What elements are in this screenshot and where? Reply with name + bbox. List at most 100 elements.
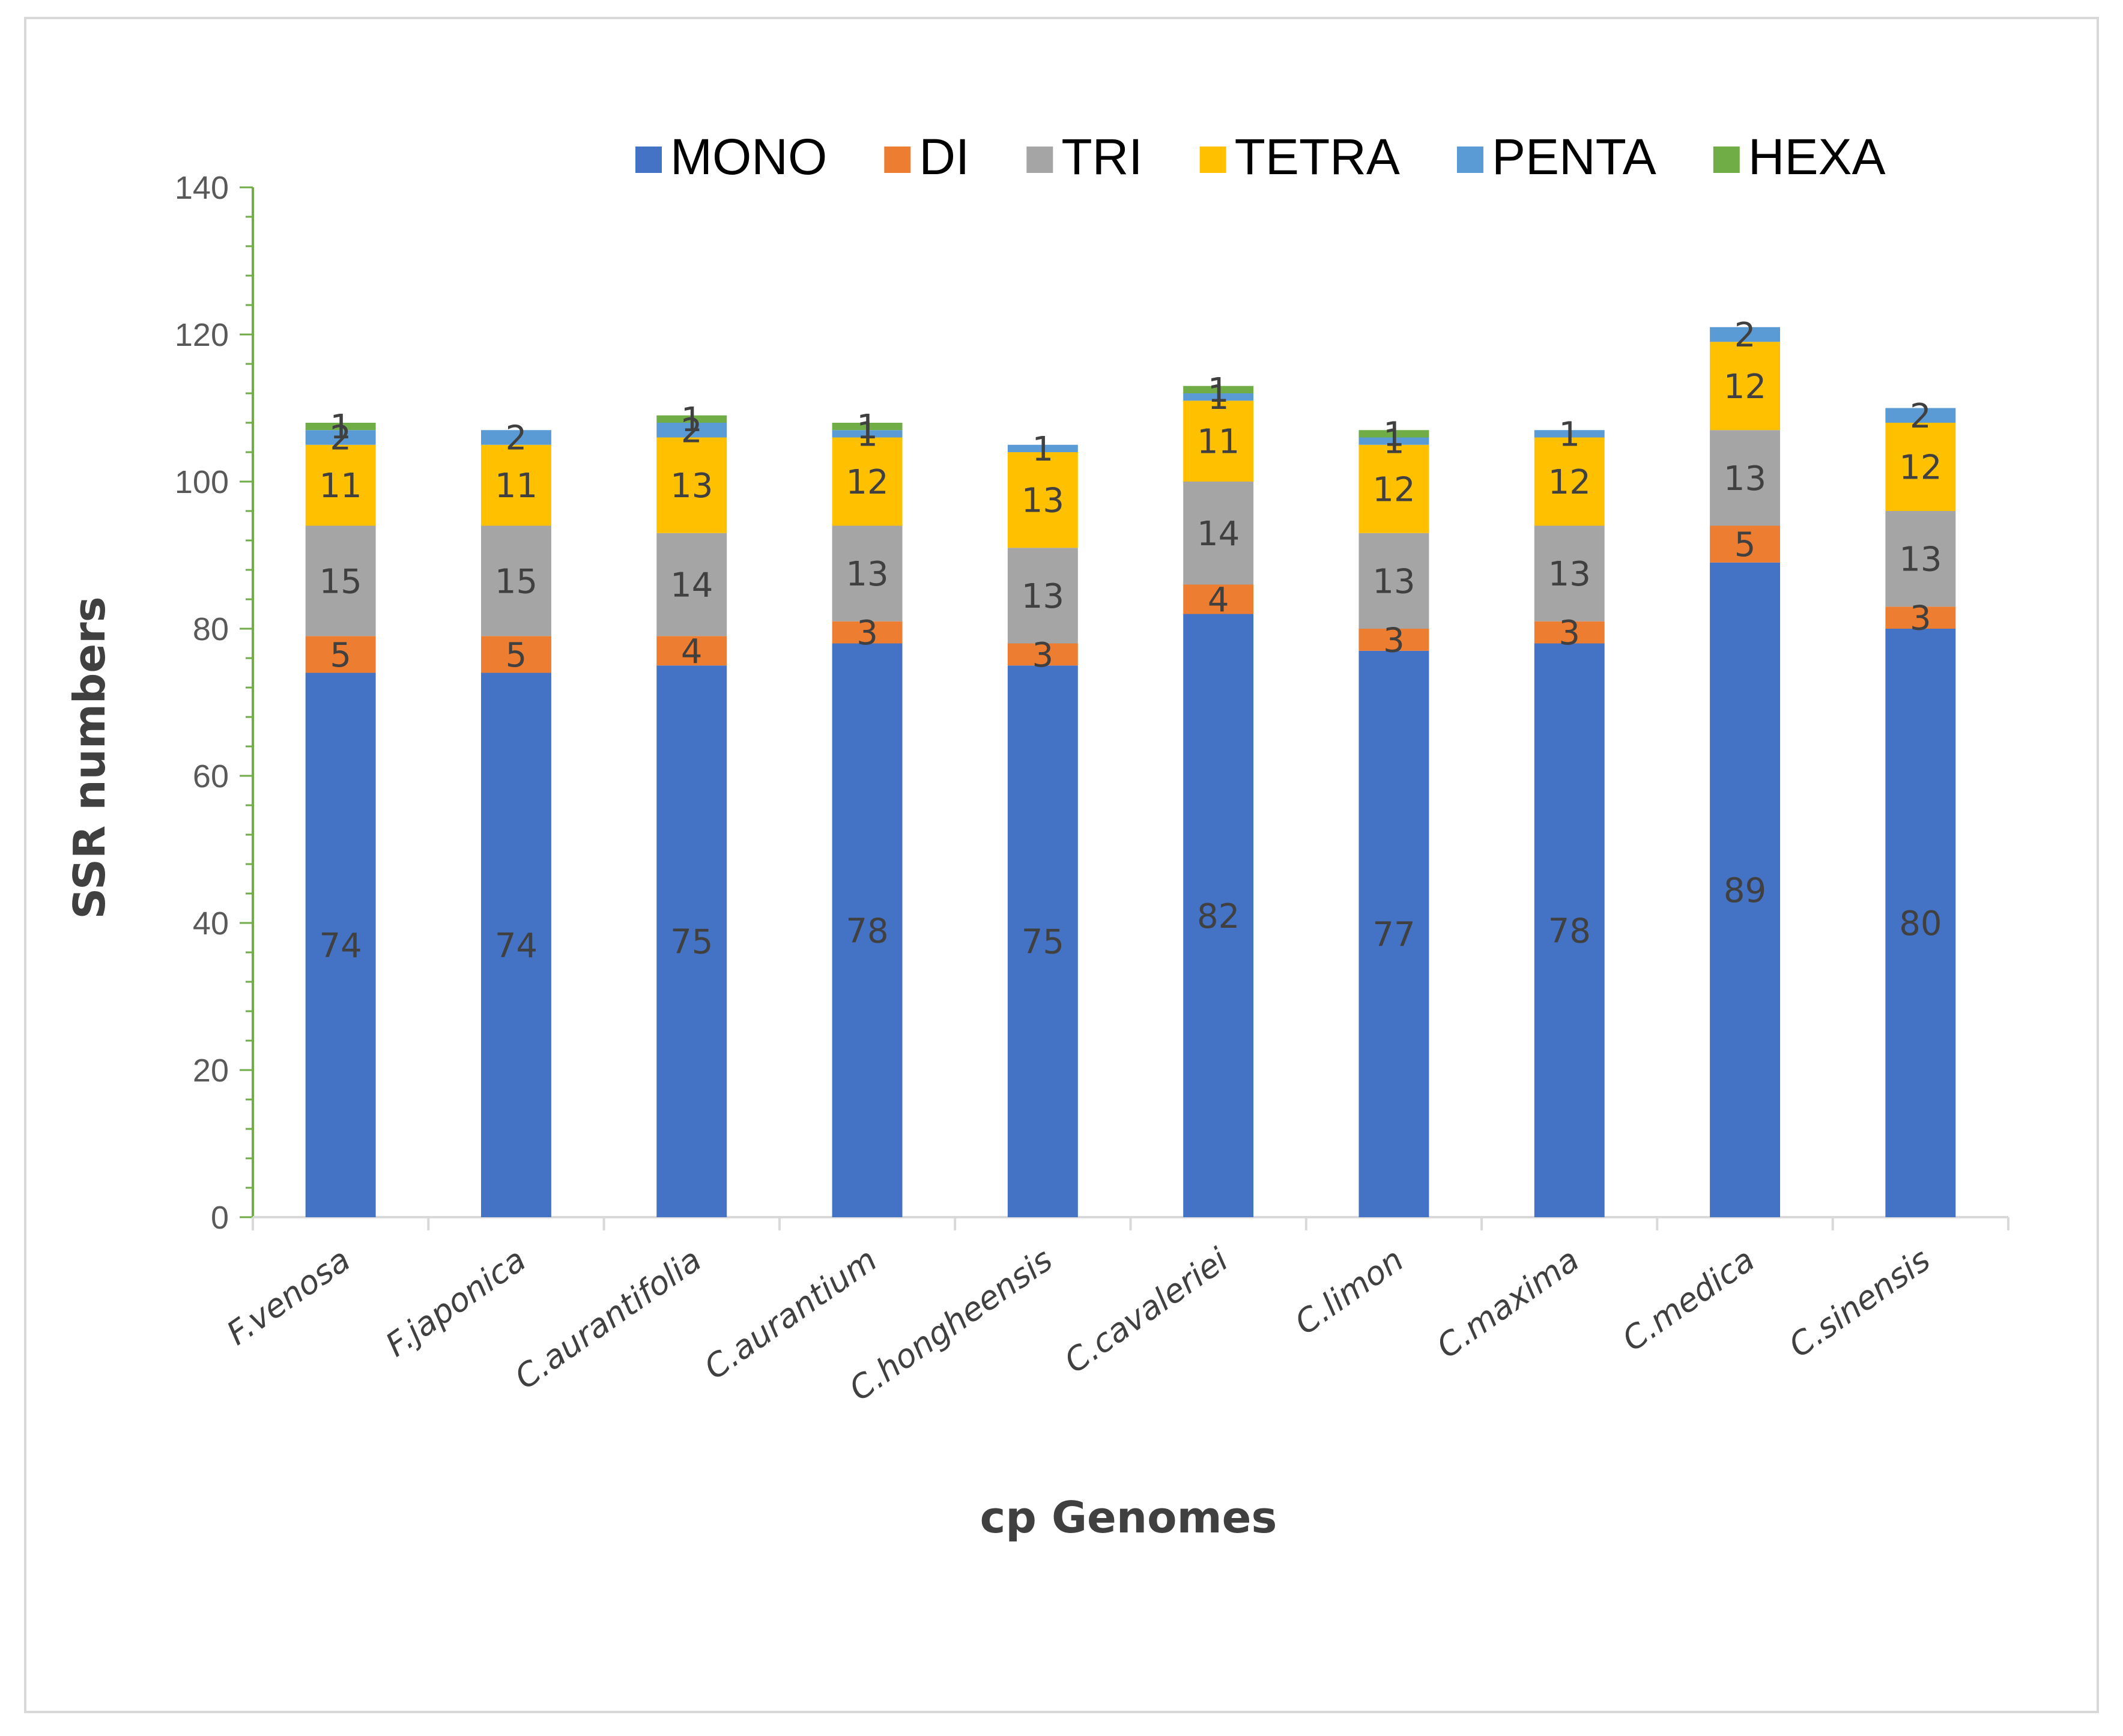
data-label-mono: 77 [1372,915,1415,954]
data-label-tetra: 11 [320,467,362,506]
bar-segment-tetra [480,444,551,526]
bar-segment-tri [480,525,551,637]
data-label-penta: 1 [856,415,878,454]
data-label-tri: 14 [670,566,713,605]
y-axis-title: SSR numbers [64,596,115,919]
y-tick-label: 100 [175,464,229,500]
x-category-label: C.sinensis [1782,1241,1937,1365]
bar-segment-di [1007,643,1078,666]
data-label-hexa: 1 [681,401,703,440]
data-label-di: 4 [1208,581,1229,620]
x-category-label: C.medica [1616,1241,1761,1359]
data-label-penta: 2 [681,411,703,450]
data-label-mono: 80 [1899,904,1942,943]
bar-segment-di [1534,621,1605,644]
bar-segment-di [480,636,551,673]
bar-segment-di [1358,629,1429,651]
data-label-tri: 13 [1899,540,1942,579]
data-label-mono: 74 [495,927,538,966]
data-label-tri: 15 [320,562,362,601]
legend-swatch-penta [1456,147,1483,173]
legend-label-penta: PENTA [1492,129,1656,185]
data-label-di: 3 [1383,621,1405,660]
bar-segment-tri [1710,430,1781,526]
x-axis-title: cp Genomes [980,1492,1277,1543]
data-label-mono: 75 [670,923,713,962]
data-label-tetra: 12 [1548,463,1591,502]
bar-segment-penta [480,430,551,445]
data-label-di: 3 [1910,599,1931,638]
bar-segment-hexa [1358,430,1429,438]
data-label-tetra: 12 [846,463,888,502]
legend-label-tetra: TETRA [1235,129,1400,185]
x-category-label: C.cavaleriei [1058,1241,1235,1381]
bar-segment-tri [305,525,376,637]
bar-segment-tri [832,525,903,622]
y-tick-label: 120 [175,317,229,353]
bar-segment-mono [305,673,376,1217]
data-label-di: 3 [856,614,878,653]
y-tick-label: 140 [175,170,229,206]
bar-segment-tetra [1710,342,1781,431]
bar-segment-di [832,621,903,644]
data-label-hexa: 1 [330,408,351,447]
chart-frame: 0 20 40 60 80 100 120 140 F.venosa F.japonica C.a… [24,17,2099,1713]
bar-segment-tri [1885,511,1956,607]
bar-segment-penta [1885,408,1956,423]
bar-segment-tri [1007,548,1078,644]
bar-segment-tri [1534,525,1605,622]
data-label-di: 5 [1734,525,1756,564]
data-label-penta: 2 [506,419,527,458]
y-tick-label: 40 [193,906,229,942]
y-tick-label: 60 [193,758,229,794]
data-label-tri: 13 [1372,562,1415,601]
bar-segment-hexa [305,423,376,431]
bar-segment-tetra [1358,444,1429,533]
legend-swatch-tri [1026,147,1053,173]
data-label-di: 5 [330,636,351,675]
bar-segment-tri [656,533,727,637]
data-label-penta: 1 [1208,378,1229,417]
legend-swatch-di [884,147,911,173]
data-label-penta: 1 [1383,423,1405,462]
data-label-tri: 13 [1548,555,1591,594]
y-axis: 0 20 40 60 80 100 120 140 [175,170,254,1236]
bar-segment-mono [1885,629,1956,1217]
bar-segment-tetra [305,444,376,526]
data-label-tetra: 13 [1022,482,1064,521]
data-label-penta: 2 [1910,397,1931,436]
bar-segment-tetra [1007,452,1078,548]
x-category-label: C.aurantium [697,1241,883,1387]
data-label-tetra: 13 [670,467,713,506]
bar-segment-tetra [1885,423,1956,511]
bar-segment-penta [1007,444,1078,452]
legend-label-di: DI [919,129,969,185]
legend-swatch-tetra [1199,147,1226,173]
bar-segment-tetra [832,437,903,526]
y-tick-label: 80 [193,611,229,647]
bar-segment-mono [1183,614,1254,1217]
bar-segment-di [1183,584,1254,614]
data-label-mono: 75 [1022,923,1064,962]
bar-segment-penta [305,430,376,445]
data-label-tetra: 11 [495,467,538,506]
bar-segment-tetra [1183,401,1254,482]
data-label-penta: 2 [330,419,351,458]
data-label-tetra: 12 [1372,470,1415,509]
data-label-tetra: 11 [1197,423,1240,462]
data-label-penta: 2 [1734,316,1756,355]
data-label-mono: 78 [1548,912,1591,951]
bar-segment-mono [1710,562,1781,1217]
bar-segment-mono [832,643,903,1217]
data-label-di: 3 [1032,636,1054,675]
bar-segment-di [305,636,376,673]
x-category-label: F.japonica [379,1241,533,1364]
data-label-tri: 13 [846,555,888,594]
data-label-di: 4 [681,632,703,671]
bar-segment-hexa [832,423,903,431]
bar-segment-mono [1534,643,1605,1217]
x-category-label: C.maxima [1430,1241,1586,1366]
legend: MONO DI TRI TETRA PENTA HEXA [635,129,1886,185]
data-label-di: 3 [1558,614,1580,653]
